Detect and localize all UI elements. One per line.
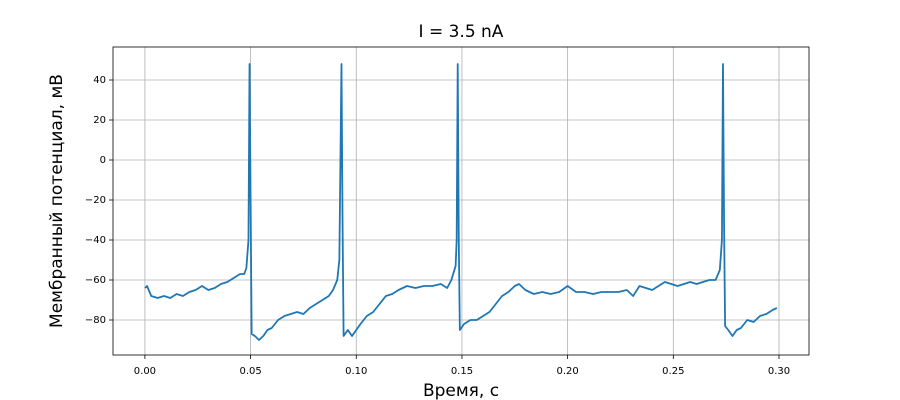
- x-tick-label: 0.00: [134, 366, 156, 377]
- y-tick-label: 20: [93, 115, 106, 126]
- x-tick-label: 0.25: [662, 366, 684, 377]
- x-tick-label: 0.05: [239, 366, 261, 377]
- x-tick-label: 0.20: [556, 366, 578, 377]
- y-tick-label: 40: [93, 75, 106, 86]
- y-tick-label: −20: [85, 195, 106, 206]
- x-tick-label: 0.30: [768, 366, 790, 377]
- data-line: [144, 63, 778, 341]
- y-tick-label: −60: [85, 275, 106, 286]
- x-tick-label: 0.15: [451, 366, 473, 377]
- x-axis-label: Время, с: [423, 381, 499, 400]
- y-tick-label: −80: [85, 315, 106, 326]
- plot-frame: [112, 46, 810, 356]
- y-axis-label: Мембранный потенциал, мВ: [47, 74, 67, 328]
- y-tick-label: 0: [100, 155, 106, 166]
- chart-title: I = 3.5 nA: [419, 22, 504, 42]
- x-tick-label: 0.10: [345, 366, 367, 377]
- y-tick-label: −40: [85, 235, 106, 246]
